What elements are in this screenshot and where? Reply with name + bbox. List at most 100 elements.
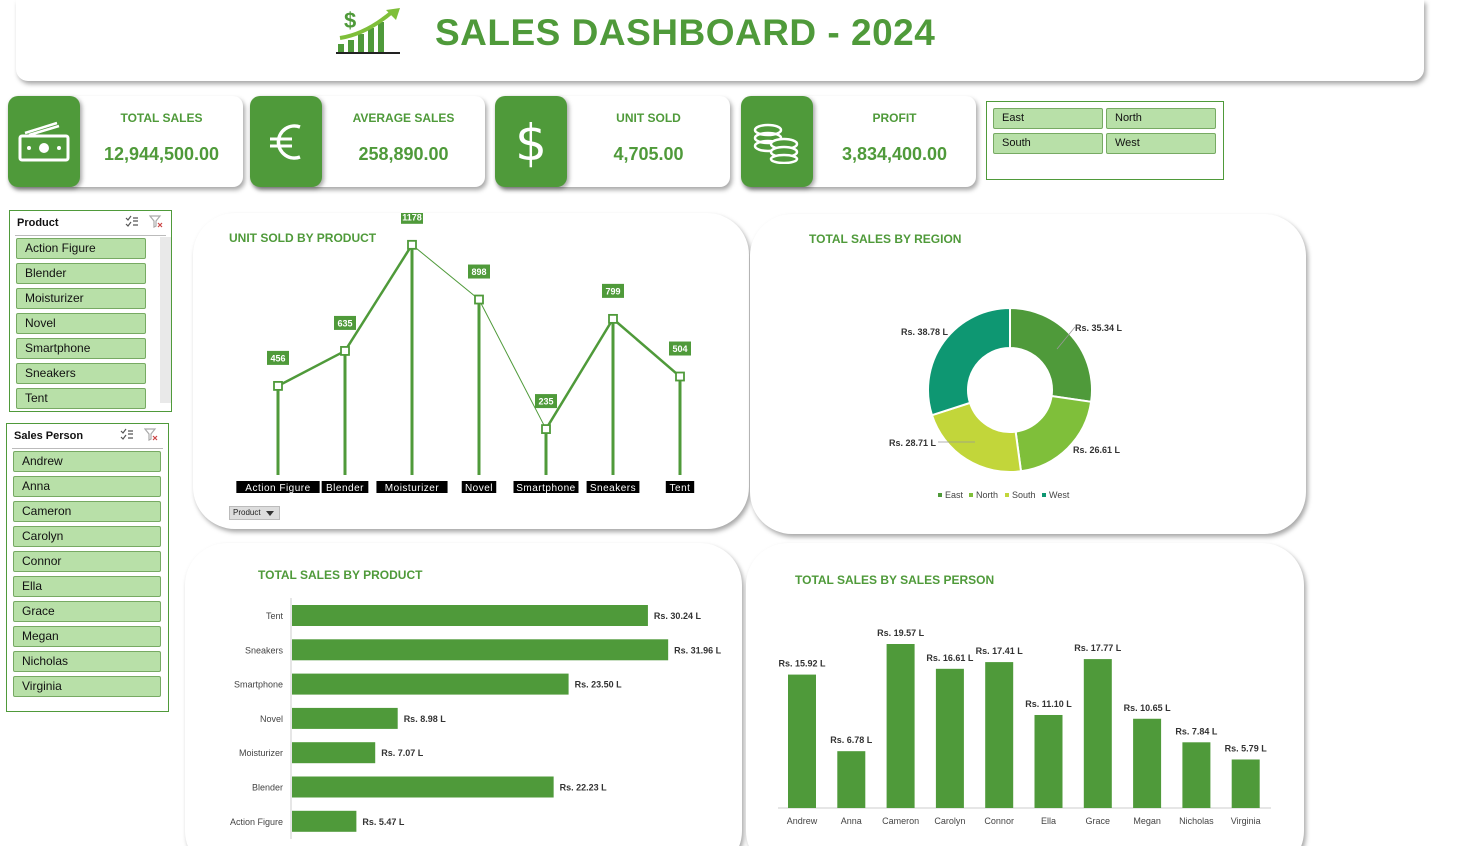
bar-anna — [837, 751, 866, 808]
person-item-virginia[interactable]: Virginia — [13, 676, 161, 697]
bar-moisturizer — [292, 742, 376, 764]
legend-swatch-west — [1042, 493, 1046, 497]
tick-label-connor: Connor — [984, 816, 1014, 826]
cash-icon — [8, 96, 80, 187]
region-item-west[interactable]: West — [1106, 133, 1216, 154]
tick-label-novel: Novel — [465, 483, 493, 494]
donut-slice-east — [1009, 306, 1093, 403]
product-item-action-figure[interactable]: Action Figure — [16, 238, 146, 259]
chevron-down-icon — [266, 511, 274, 516]
person-item-ella[interactable]: Ella — [13, 576, 161, 597]
region-item-south[interactable]: South — [993, 133, 1103, 154]
tick-label-andrew: Andrew — [787, 816, 818, 826]
person-item-nicholas[interactable]: Nicholas — [13, 651, 161, 672]
tick-label-smartphone: Smartphone — [234, 680, 283, 690]
chart-title: TOTAL SALES BY REGION — [809, 232, 962, 246]
chart-title: TOTAL SALES BY SALES PERSON — [795, 573, 995, 587]
legend-swatch-south — [1005, 493, 1009, 497]
data-label-moisturizer: Rs. 7.07 L — [381, 748, 424, 758]
tick-label-bg-smartphone — [513, 481, 579, 493]
data-label-bg-moisturizer — [401, 213, 423, 224]
bar-blender — [292, 776, 554, 798]
product-item-blender[interactable]: Blender — [16, 263, 146, 284]
data-label-ella: Rs. 11.10 L — [1025, 699, 1072, 709]
data-label-megan: Rs. 10.65 L — [1124, 703, 1172, 713]
kpi-label: AVERAGE SALES — [352, 111, 455, 125]
multi-select-icon[interactable] — [125, 215, 139, 228]
donut-slice-south — [930, 401, 1023, 473]
tick-label-tent: Tent — [266, 611, 284, 621]
tick-label-novel: Novel — [260, 714, 283, 724]
tick-label-sneakers: Sneakers — [245, 645, 284, 655]
data-label-bg-novel — [468, 264, 490, 279]
person-item-cameron[interactable]: Cameron — [13, 501, 161, 522]
data-label-virginia: Rs. 5.79 L — [1225, 743, 1268, 753]
data-point-blender — [340, 346, 350, 356]
slicer-title: Product — [17, 217, 59, 229]
product-item-tent[interactable]: Tent — [16, 388, 146, 409]
tick-label-blender: Blender — [326, 483, 364, 494]
slicer-divider — [12, 448, 163, 449]
data-label-south: Rs. 28.71 L — [889, 438, 937, 448]
bar-action-figure — [292, 810, 357, 832]
person-item-andrew[interactable]: Andrew — [13, 451, 161, 472]
region-chart-card: TOTAL SALES BY REGION Rs. 35.34 L Rs. 26.… — [750, 214, 1306, 534]
tick-label-bg-novel — [461, 481, 497, 493]
tick-label-virginia: Virginia — [1231, 816, 1261, 826]
region-item-north[interactable]: North — [1106, 108, 1216, 129]
bar-sneakers — [292, 639, 669, 661]
kpi-value: 258,890.00 — [358, 144, 449, 164]
person-item-anna[interactable]: Anna — [13, 476, 161, 497]
kpi-profit: PROFIT 3,834,400.00 — [741, 96, 976, 187]
clear-filter-icon[interactable] — [144, 428, 158, 441]
kpi-label: PROFIT — [872, 111, 917, 125]
person-item-connor[interactable]: Connor — [13, 551, 161, 572]
dollar-icon: $ — [495, 96, 567, 187]
coins-icon — [741, 96, 813, 187]
data-point-smartphone — [541, 424, 551, 434]
multi-select-icon[interactable] — [120, 428, 134, 441]
product-item-sneakers[interactable]: Sneakers — [16, 363, 146, 384]
legend-label-east: East — [945, 490, 964, 500]
tick-label-action-figure: Action Figure — [230, 817, 283, 827]
data-label-moisturizer: 1178 — [402, 213, 422, 222]
line-segment — [612, 317, 681, 378]
data-label-bg-tent — [669, 341, 691, 356]
kpi-value: 4,705.00 — [613, 144, 684, 164]
page-title: SALES DASHBOARD - 2024 — [435, 12, 936, 53]
leader-line-east — [1056, 326, 1076, 350]
tick-label-bg-action-figure — [236, 481, 320, 493]
unit-sold-chart-card: UNIT SOLD BY PRODUCT 456 Action Figure 635… — [193, 213, 749, 529]
bar-grace — [1083, 659, 1112, 808]
tick-label-bg-blender — [321, 481, 369, 493]
kpi-unit-sold: $ UNIT SOLD 4,705.00 — [495, 96, 730, 187]
tick-label-bg-tent — [665, 481, 695, 493]
product-item-moisturizer[interactable]: Moisturizer — [16, 288, 146, 309]
person-item-grace[interactable]: Grace — [13, 601, 161, 622]
slicer-scrollbar[interactable] — [160, 237, 171, 403]
data-label-sneakers: Rs. 31.96 L — [674, 645, 722, 655]
dashboard-header: $ SALES DASHBOARD - 2024 — [16, 0, 1424, 81]
unit-sold-line-chart: 456 Action Figure 635 Blender 1178 Moisturize… — [236, 213, 695, 494]
kpi-total-sales: TOTAL SALES 12,944,500.00 — [8, 96, 243, 187]
data-label-bg-sneakers — [602, 283, 624, 298]
person-item-carolyn[interactable]: Carolyn — [13, 526, 161, 547]
region-slicer: East North South West — [986, 101, 1224, 180]
data-label-bg-smartphone — [535, 394, 557, 409]
data-label-tent: Rs. 30.24 L — [654, 611, 702, 621]
clear-filter-icon[interactable] — [149, 215, 163, 228]
legend-label-north: North — [976, 490, 998, 500]
product-item-novel[interactable]: Novel — [16, 313, 146, 334]
line-segment — [343, 244, 414, 352]
data-point-tent — [675, 371, 685, 382]
slicer-title: Sales Person — [14, 430, 84, 442]
product-item-smartphone[interactable]: Smartphone — [16, 338, 146, 359]
kpi-value: 12,944,500.00 — [103, 144, 220, 164]
region-item-east[interactable]: East — [993, 108, 1103, 129]
tick-label-smartphone: Smartphone — [516, 483, 575, 494]
region-donut-chart: Rs. 35.34 L Rs. 26.61 L Rs. 28.71 L Rs. 38.… — [889, 306, 1123, 500]
person-column-chart: Rs. 15.92 L Andrew Rs. 6.78 L Anna Rs. 19.57… — [778, 628, 1271, 826]
data-label-sneakers: 799 — [605, 286, 620, 296]
person-item-megan[interactable]: Megan — [13, 626, 161, 647]
product-field-button[interactable]: Product — [229, 506, 280, 520]
